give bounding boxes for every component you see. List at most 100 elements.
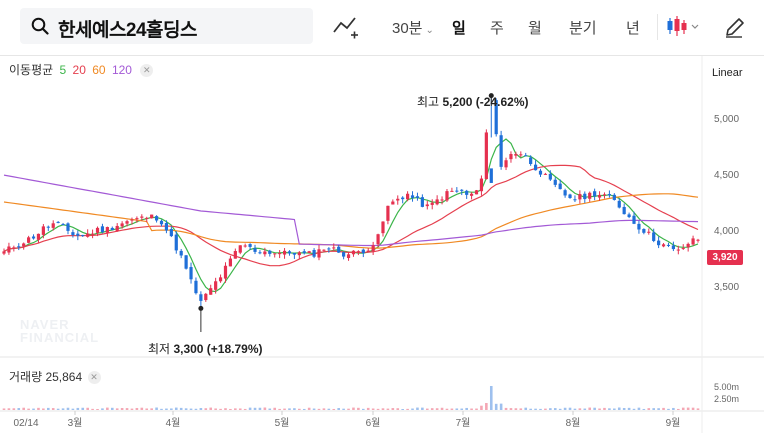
volume-bar [302, 408, 306, 410]
volume-bar [647, 408, 651, 410]
volume-bar [627, 407, 631, 410]
candle-body [666, 244, 671, 246]
chart-tool-icon[interactable] [333, 15, 359, 39]
volume-bar [494, 403, 498, 410]
volume-bar [37, 407, 40, 410]
candle-body [41, 226, 45, 235]
candle-body [499, 135, 503, 167]
candle-body [22, 243, 26, 247]
candle-body [578, 194, 582, 200]
period-tab-year[interactable]: 년 [626, 17, 640, 38]
scale-toggle[interactable]: Linear [712, 67, 743, 79]
candle-body [553, 179, 557, 185]
volume-bar [135, 407, 139, 410]
pencil-icon[interactable] [722, 15, 748, 39]
period-tab-week[interactable]: 주 [490, 17, 504, 38]
volume-bar [263, 407, 267, 410]
volume-bar [229, 408, 232, 410]
ma-legend-close-icon[interactable]: ✕ [140, 64, 154, 77]
volume-bar [327, 408, 331, 410]
volume-bar [514, 408, 518, 410]
candle-body [174, 234, 178, 251]
candle-body [435, 199, 439, 205]
candle-body [61, 224, 65, 226]
volume-bar [588, 407, 592, 410]
volume-bar [312, 408, 316, 410]
search-input[interactable]: 한세예스24홀딩스 [58, 20, 198, 41]
candle-body [652, 232, 656, 241]
candle-body [509, 154, 513, 160]
candle-body [440, 199, 444, 201]
volume-bar [642, 408, 646, 410]
candle-body [71, 232, 75, 236]
volume-bar [332, 408, 336, 410]
volume-bar [2, 408, 6, 410]
volume-bar [22, 407, 25, 410]
volume-bar [101, 408, 104, 410]
volume-bar [194, 408, 198, 410]
volume-bar [81, 407, 85, 410]
candle-body [179, 250, 183, 256]
period-tab-month[interactable]: 월 [528, 17, 542, 38]
candle-body [455, 190, 459, 192]
candle-body [317, 249, 321, 258]
ma-120-line [3, 174, 699, 247]
volume-bar [553, 408, 557, 410]
period-tab-day[interactable]: 일 [452, 17, 466, 38]
candle-body [130, 219, 134, 221]
period-tab-label: 분기 [569, 20, 597, 37]
candle-body [396, 198, 400, 201]
volume-bar [317, 408, 321, 410]
candle-body [474, 190, 479, 195]
volume-tick-label: 5.00m [714, 382, 739, 392]
volume-bar [632, 408, 636, 410]
volume-bar [199, 408, 203, 410]
candle-body [337, 246, 341, 253]
volume-bar [534, 408, 537, 410]
volume-bar [381, 408, 385, 410]
candle-body [588, 192, 592, 199]
volume-bar [179, 407, 183, 410]
search-box[interactable]: 한세예스24홀딩스 [20, 8, 313, 44]
ma-20-label: 20 [72, 63, 86, 77]
x-tick-label: 8월 [566, 417, 581, 429]
volume-close-icon[interactable]: ✕ [87, 371, 101, 384]
volume-bar [56, 408, 60, 410]
period-tab-30min[interactable]: 30분 ⌄ [392, 17, 434, 38]
volume-bar [613, 408, 616, 410]
candle-body [56, 221, 60, 223]
candle-body [627, 214, 631, 218]
candle-body [2, 251, 6, 254]
high-marker-dot [488, 93, 494, 99]
candle-body [169, 229, 173, 237]
candle-type-icon[interactable] [666, 14, 700, 38]
volume-bar [61, 408, 65, 410]
volume-bar [258, 407, 262, 410]
volume-bar [563, 407, 567, 410]
candle-body [533, 164, 538, 171]
volume-bar [46, 407, 50, 410]
volume-bar [110, 407, 114, 410]
volume-legend: 거래량 25,864 ✕ [9, 368, 101, 385]
ma-5-line [3, 138, 699, 293]
volume-bar [568, 407, 572, 410]
x-tick-label: 5월 [275, 417, 290, 429]
volume-bar [598, 408, 601, 410]
current-price-tag: 3,920 [707, 250, 743, 265]
period-tab-quarter[interactable]: 분기 [569, 17, 597, 38]
volume-bar [234, 408, 237, 410]
volume-bar [120, 408, 124, 410]
volume-bar [445, 408, 449, 410]
volume-bar [573, 408, 577, 410]
volume-bar [470, 408, 473, 410]
volume-bar [27, 408, 30, 410]
candle-body [223, 265, 228, 279]
candle-body [307, 251, 311, 254]
price-chart[interactable]: 5,000 4,500 4,000 3,500 02/14 3월 4월 5월 6월 7월 8월 9월 5… [0, 56, 764, 433]
volume-bar [396, 408, 400, 410]
candle-body [292, 252, 296, 255]
volume-bar [76, 407, 80, 410]
candle-body [100, 226, 105, 233]
volume-bar [544, 408, 547, 410]
volume-bar [357, 407, 360, 410]
